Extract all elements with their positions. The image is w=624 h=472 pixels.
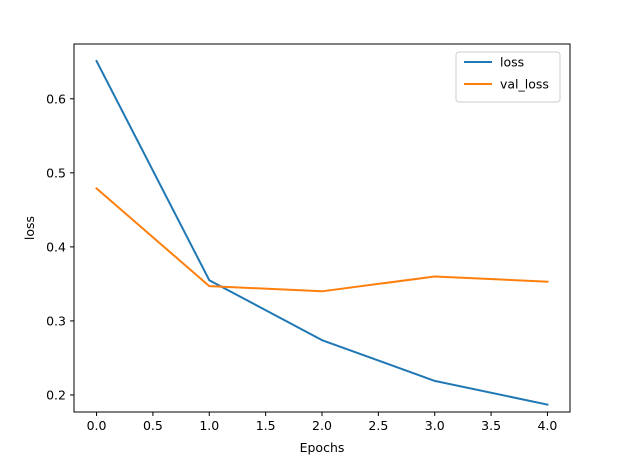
series-layer [95,59,549,406]
x-tick-label: 1.5 [256,418,276,433]
legend-label: val_loss [500,77,549,92]
x-tick-label: 3.0 [425,418,445,433]
plot-frame [73,43,571,413]
y-tick-label: 0.6 [46,91,66,106]
legend-label: loss [500,55,524,70]
series-line-loss [95,59,549,406]
legend: loss val_loss [455,51,561,103]
x-tick-label: 2.5 [368,418,388,433]
y-axis-label: loss [22,216,37,240]
x-axis-label: Epochs [300,440,345,455]
y-tick-label: 0.5 [46,165,66,180]
x-tick-label: 3.5 [481,418,501,433]
series-line-val-loss [95,186,549,293]
legend-box [455,51,561,103]
x-tick-label: 1.0 [199,418,219,433]
x-tick-label: 0.5 [143,418,163,433]
y-tick-label: 0.3 [46,313,66,328]
y-tick-label: 0.4 [46,239,66,254]
y-tick-label: 0.2 [46,387,66,402]
x-tick-label: 4.0 [538,418,558,433]
x-tick-label: 2.0 [312,418,332,433]
x-axis: 0.0 0.5 1.0 1.5 2.0 2.5 3.0 3.5 4.0 [87,412,558,433]
x-tick-label: 0.0 [87,418,107,433]
y-axis: 0.2 0.3 0.4 0.5 0.6 [46,91,74,402]
